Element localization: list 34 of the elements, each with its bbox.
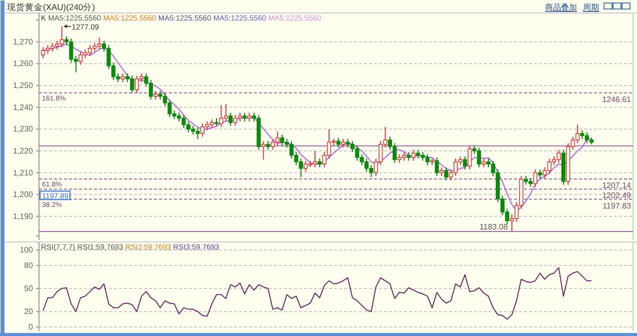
- candlestick: [444, 166, 448, 181]
- candlestick: [462, 156, 468, 170]
- y-tick-label: 1,220: [12, 146, 34, 156]
- y-tick-label: 1,230: [12, 124, 34, 134]
- candlestick: [336, 137, 340, 148]
- ref-line-label: 1202.49: [602, 191, 632, 200]
- y-tick-label: 100: [20, 246, 34, 255]
- y-tick-label: 1,270: [12, 37, 34, 46]
- y-tick-label: 20: [24, 307, 34, 316]
- line-series: [42, 267, 592, 320]
- candlestick: [289, 140, 294, 160]
- candlestick: [434, 156, 439, 176]
- text: 商品叠加: [545, 3, 577, 12]
- candlestick: [468, 144, 472, 170]
- text: 周期: [583, 3, 599, 12]
- y-tick-label: 50: [24, 284, 34, 294]
- y-tick-label: 80: [24, 260, 34, 270]
- ref-line-label: 1183.08: [480, 222, 508, 232]
- candlestick: [533, 168, 538, 188]
- candlestick: [228, 112, 233, 126]
- y-tick-label: 1,210: [12, 168, 34, 178]
- candlestick: [575, 124, 580, 144]
- candlestick: [411, 149, 416, 162]
- y-tick-label: 1,260: [12, 59, 34, 68]
- candlestick: [261, 140, 266, 160]
- ref-line-label: 1197.83: [602, 201, 632, 210]
- chart-title: 现货黄金(XAU)(240分): [7, 2, 96, 12]
- y-tick-label: 1,200: [12, 190, 34, 200]
- y-tick-label: 1,250: [12, 81, 34, 90]
- ref-line-label: 1246.61: [602, 94, 632, 104]
- ref-line-label: 1207.14: [602, 180, 632, 190]
- y-tick-label: 1,240: [12, 102, 34, 112]
- y-tick-label: 0: [28, 322, 34, 332]
- y-tick-label: 1,190: [12, 212, 34, 221]
